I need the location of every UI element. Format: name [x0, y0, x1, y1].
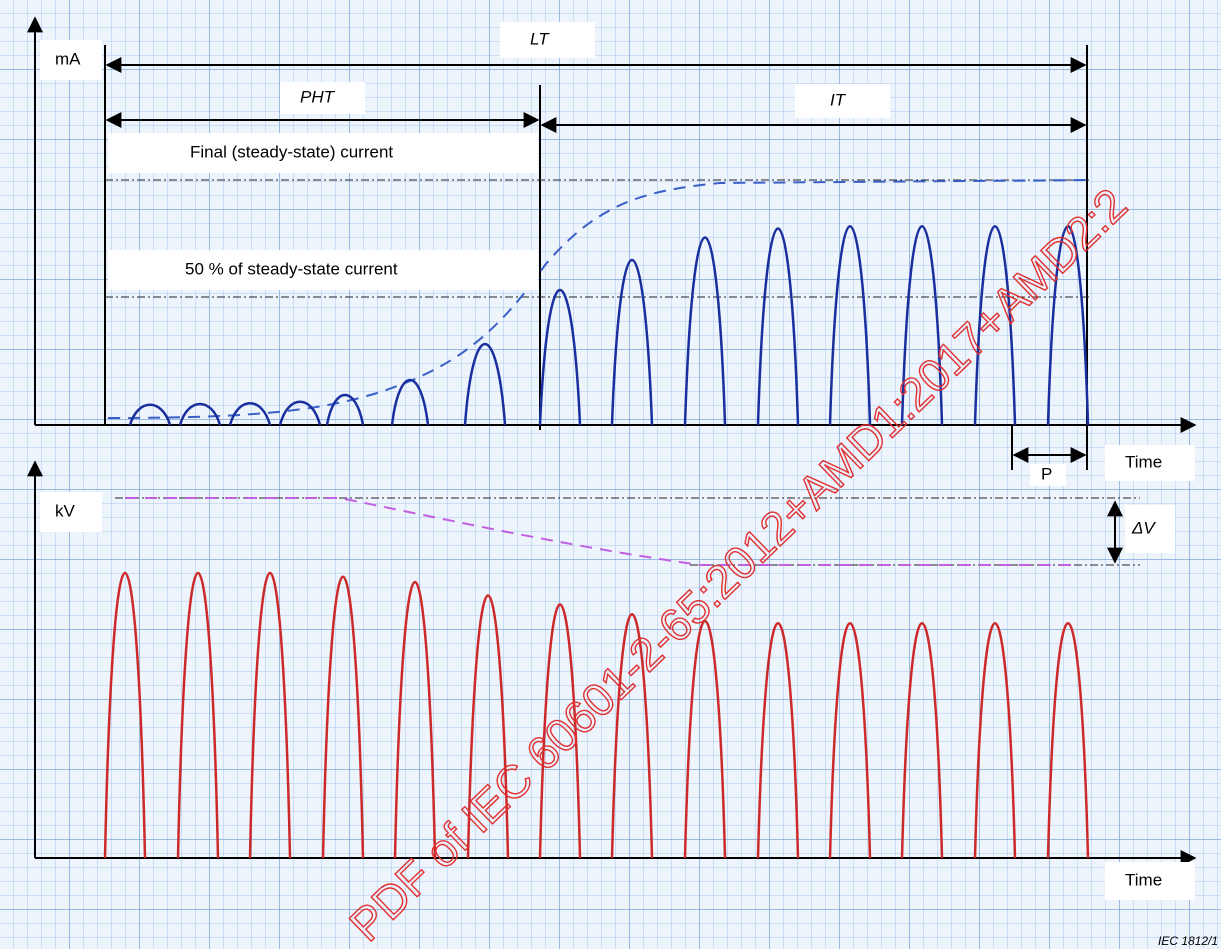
ma-label: mA	[55, 49, 81, 68]
pulse	[228, 402, 272, 426]
pulse	[756, 227, 800, 426]
pulse	[683, 236, 727, 426]
label-box	[1105, 862, 1195, 900]
label-box	[1125, 505, 1175, 553]
pulse	[248, 572, 292, 859]
kv-label: kV	[55, 501, 76, 520]
pulse	[828, 225, 872, 426]
credit: IEC 1812/1	[1158, 934, 1218, 948]
time-label: Time	[1125, 452, 1162, 471]
final-label: Final (steady-state) current	[190, 142, 393, 161]
pulse	[538, 603, 582, 859]
pulse	[463, 342, 507, 426]
pulse	[683, 619, 727, 859]
pulse	[900, 622, 944, 859]
pulse	[278, 400, 322, 426]
label-box	[795, 84, 890, 118]
label-box	[1105, 445, 1195, 481]
label-box	[500, 22, 595, 58]
pulse	[176, 572, 220, 859]
pulse	[756, 622, 800, 859]
pulse	[538, 288, 582, 426]
label-box	[280, 82, 365, 114]
label-box	[40, 40, 102, 80]
pulse	[390, 378, 430, 426]
pulse	[1046, 225, 1090, 426]
pulse	[466, 594, 510, 859]
pulse	[1046, 622, 1090, 859]
voltage-envelope	[125, 497, 1075, 566]
pht-label: PHT	[300, 87, 336, 106]
label-box	[1030, 464, 1066, 486]
pulse	[973, 225, 1017, 426]
pulse	[828, 622, 872, 859]
pulse	[393, 580, 437, 859]
label-box	[108, 250, 538, 290]
delta-v-label: ΔV	[1131, 518, 1156, 537]
voltage-pulses	[103, 572, 1090, 859]
current-pulses	[128, 225, 1090, 426]
pulse	[178, 402, 222, 426]
time-label: Time	[1125, 870, 1162, 889]
lt-label: LT	[530, 29, 550, 48]
pulse	[103, 572, 147, 859]
pulse	[128, 403, 172, 426]
label-box	[108, 133, 538, 173]
pulse	[610, 613, 654, 859]
pulse	[325, 393, 365, 426]
fifty-label: 50 % of steady-state current	[185, 259, 398, 278]
label-box	[40, 492, 102, 532]
p-label: P	[1041, 464, 1052, 483]
pulse	[321, 575, 365, 859]
it-label: IT	[830, 90, 847, 109]
pulse	[900, 225, 944, 426]
pulse	[610, 258, 654, 426]
pulse	[973, 622, 1017, 859]
